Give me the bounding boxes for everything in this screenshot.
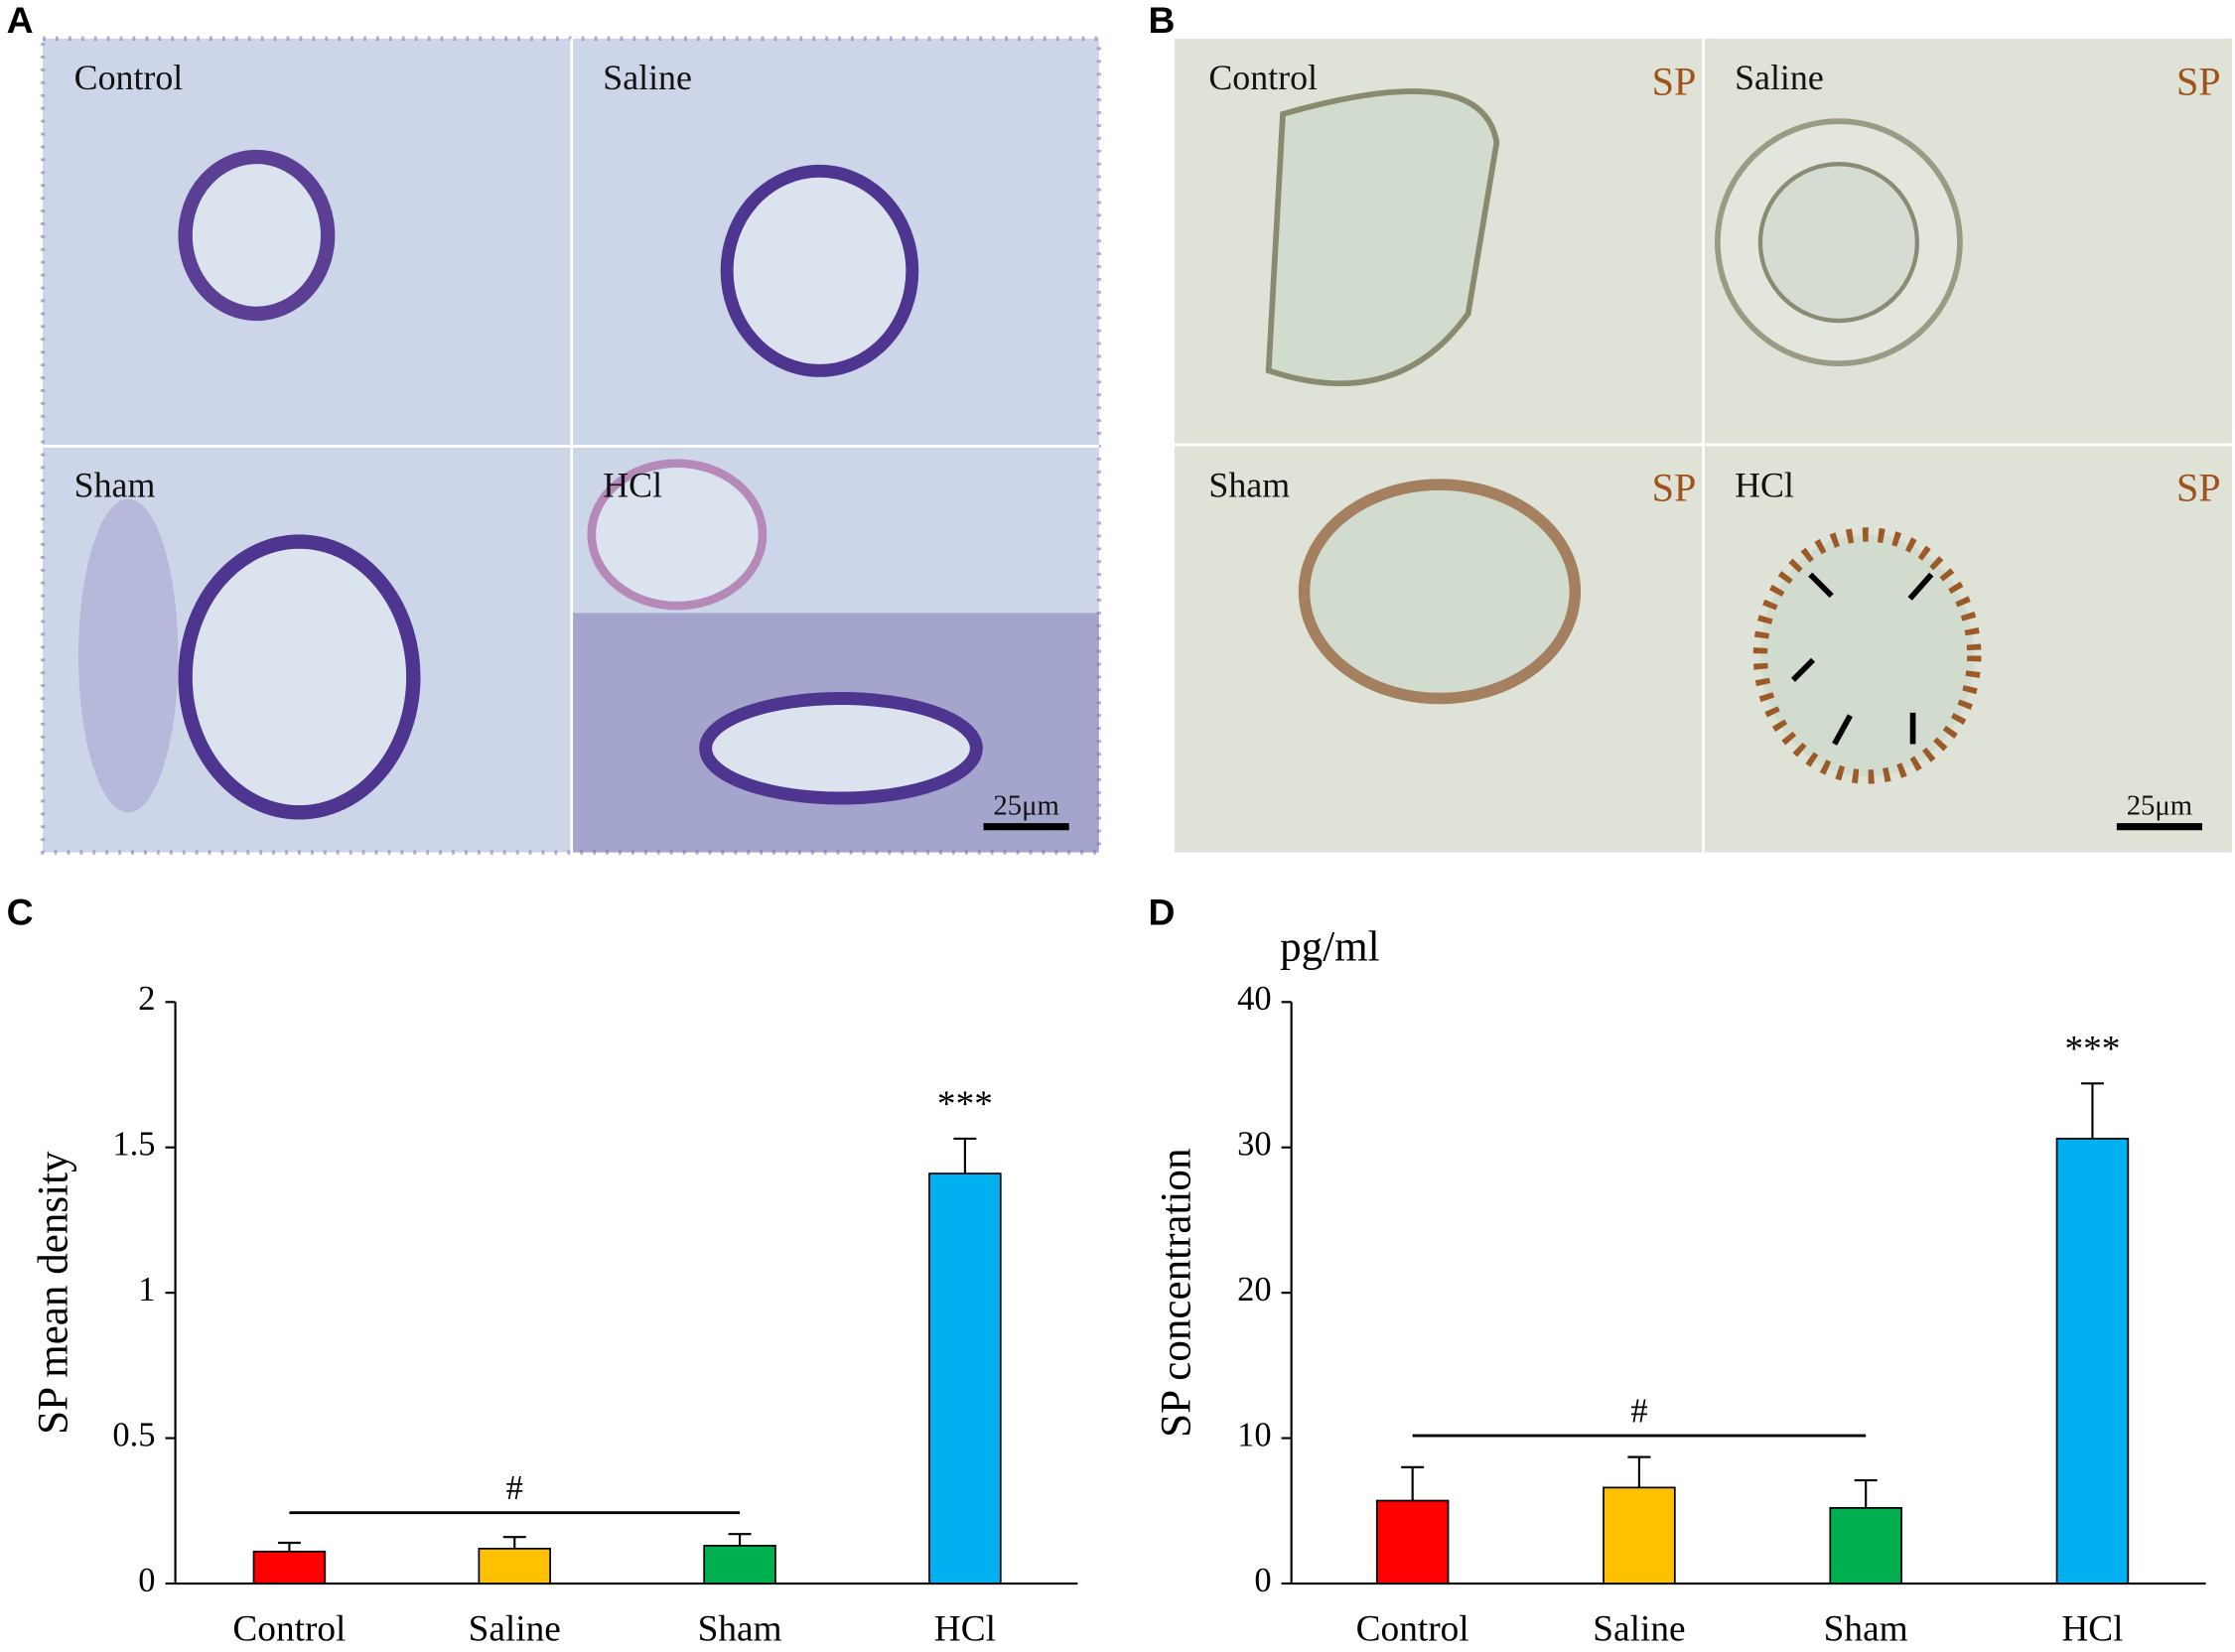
cartilage — [77, 498, 179, 813]
y-axis-label: SP concentration — [1154, 1148, 1200, 1437]
bracket-label: # — [506, 1469, 523, 1507]
image-label: Sham — [1208, 466, 1290, 505]
y-tick-label: 20 — [1237, 1271, 1271, 1308]
y-tick-label: 1 — [138, 1271, 155, 1308]
bar — [1375, 1499, 1450, 1584]
airway — [699, 692, 983, 805]
significance-stars: *** — [937, 1084, 993, 1125]
airway — [1265, 88, 1500, 387]
panel-label: C — [7, 892, 34, 933]
airway — [178, 149, 336, 322]
error-bar — [1854, 1478, 1878, 1508]
x-tick-label: Sham — [1824, 1608, 1908, 1649]
bar — [1603, 1486, 1676, 1584]
arrow — [1790, 657, 1816, 682]
x-tick-label: Saline — [1593, 1608, 1685, 1649]
y-axis-label: SP mean density — [30, 1151, 76, 1435]
panel-label: B — [1149, 0, 1176, 41]
y-tick-label: 0.5 — [112, 1416, 155, 1453]
significance-stars: *** — [2064, 1029, 2120, 1069]
unit-label: pg/ml — [1280, 923, 1379, 970]
y-tick-label: 10 — [1237, 1416, 1271, 1453]
bar — [2055, 1138, 2130, 1584]
error-bar — [1627, 1455, 1651, 1488]
panel-label: D — [1149, 892, 1176, 933]
airway — [1298, 479, 1582, 705]
error-bar — [1401, 1465, 1425, 1501]
scale-label: 25μm — [2127, 790, 2192, 822]
y-tick-label: 0 — [138, 1562, 155, 1599]
panel-b — [1174, 38, 2233, 853]
airway — [1752, 527, 1982, 784]
error-bar — [728, 1533, 752, 1546]
stain-label: SP — [2176, 466, 2221, 510]
arrows — [1790, 572, 1934, 746]
image-label: Saline — [603, 58, 692, 97]
x-tick-label: Sham — [698, 1608, 782, 1649]
image-label: HCl — [1735, 466, 1794, 505]
airway — [178, 534, 421, 820]
panel-a — [40, 36, 1101, 855]
error-bar — [953, 1137, 977, 1174]
y-tick-label: 2 — [138, 980, 155, 1018]
image-label: Sham — [74, 466, 156, 505]
x-tick-label: Control — [232, 1608, 346, 1649]
x-tick-label: Saline — [469, 1608, 561, 1649]
bar — [252, 1550, 327, 1584]
error-bar — [277, 1541, 301, 1552]
error-bar — [502, 1536, 526, 1549]
stain-label: SP — [2176, 59, 2221, 103]
arrow — [1808, 572, 1834, 599]
x-tick-label: Control — [1356, 1608, 1469, 1649]
x-tick-label: HCl — [934, 1608, 996, 1649]
image-label: HCl — [603, 466, 662, 505]
stain-label: SP — [1652, 466, 1697, 510]
bar — [703, 1545, 776, 1584]
error-bar — [2080, 1082, 2104, 1139]
image-label: Saline — [1735, 58, 1824, 97]
panel-label: A — [7, 0, 34, 41]
arrow — [1907, 572, 1934, 601]
airway — [720, 164, 919, 377]
epithelium — [1757, 162, 1920, 324]
stain-label: SP — [1652, 59, 1697, 103]
scale-label: 25μm — [993, 790, 1058, 822]
arrow — [1832, 714, 1853, 746]
image-label: Control — [1208, 58, 1318, 97]
bar — [1829, 1507, 1902, 1584]
x-tick-label: HCl — [2061, 1608, 2123, 1649]
y-tick-label: 40 — [1237, 980, 1271, 1018]
y-tick-label: 0 — [1254, 1562, 1271, 1599]
bar — [478, 1548, 551, 1584]
bar — [928, 1172, 1002, 1584]
vessel — [587, 459, 768, 611]
bracket-label: # — [1630, 1392, 1647, 1430]
image-label: Control — [74, 58, 184, 97]
y-tick-label: 30 — [1237, 1126, 1271, 1164]
y-tick-label: 1.5 — [112, 1126, 155, 1164]
